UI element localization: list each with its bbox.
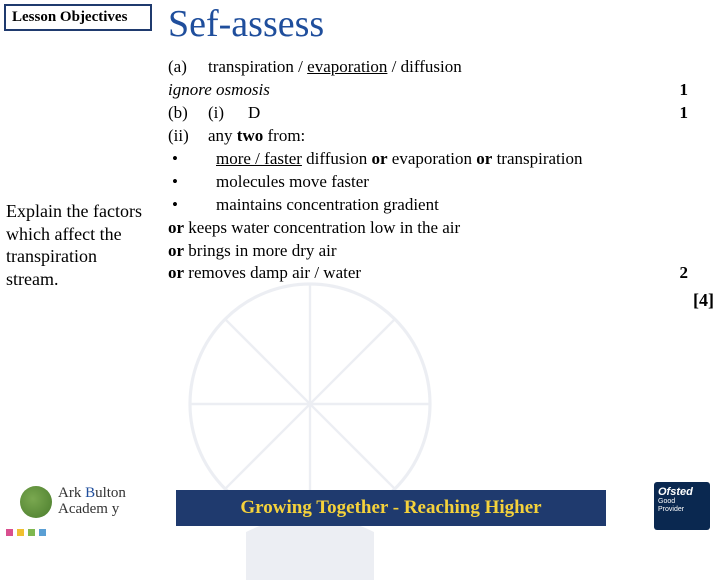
bullet-3-marker: • xyxy=(168,194,188,217)
part-a-label: (a) xyxy=(168,56,208,79)
bullet-1-text: more / faster diffusion or evaporation o… xyxy=(188,148,688,171)
part-ii-intro: any two from: xyxy=(208,125,688,148)
mark-ii: 2 xyxy=(658,262,688,285)
ark-logo: Ark Bulton Academ y xyxy=(20,482,160,522)
ark-logo-icon xyxy=(20,486,52,518)
bullet-2-text: molecules move faster xyxy=(188,171,688,194)
or-line-2: or brings in more dry air xyxy=(168,240,337,263)
objective-text: Explain the factors which affect the tra… xyxy=(6,200,152,290)
dot-pink xyxy=(6,529,13,536)
mark-a: 1 xyxy=(658,79,688,102)
or-line-3: or removes damp air / water xyxy=(168,262,658,285)
part-b-i-answer: D xyxy=(248,102,658,125)
ignore-note: ignore osmosis xyxy=(168,79,658,102)
dot-yellow xyxy=(17,529,24,536)
ofsted-badge: Ofsted Good Provider xyxy=(654,482,710,530)
tagline-text: Growing Together - Reaching Higher xyxy=(240,497,541,519)
ark-logo-text: Ark Bulton Academ y xyxy=(58,486,126,518)
footer: Ark Bulton Academ y Growing Together - R… xyxy=(0,480,720,540)
part-b-i-label: (i) xyxy=(208,102,248,125)
mark-b: 1 xyxy=(658,102,688,125)
bullet-2-marker: • xyxy=(168,171,188,194)
or-line-1: or keeps water concentration low in the … xyxy=(168,217,460,240)
part-a-answer: transpiration / evaporation / diffusion xyxy=(208,56,688,79)
part-ii-label: (ii) xyxy=(168,125,208,148)
total-marks: [4] xyxy=(693,290,714,311)
tagline-banner: Growing Together - Reaching Higher xyxy=(176,490,606,526)
part-b-label: (b) xyxy=(168,102,208,125)
color-dots xyxy=(6,529,46,536)
dot-blue xyxy=(39,529,46,536)
page-title: Sef-assess xyxy=(168,2,324,46)
bullet-1-marker: • xyxy=(168,148,188,171)
dot-green xyxy=(28,529,35,536)
bullet-3-text: maintains concentration gradient xyxy=(188,194,688,217)
answer-content: (a) transpiration / evaporation / diffus… xyxy=(168,56,688,285)
sidebar: Lesson Objectives Explain the factors wh… xyxy=(0,0,156,540)
lesson-objectives-header: Lesson Objectives xyxy=(4,4,152,31)
